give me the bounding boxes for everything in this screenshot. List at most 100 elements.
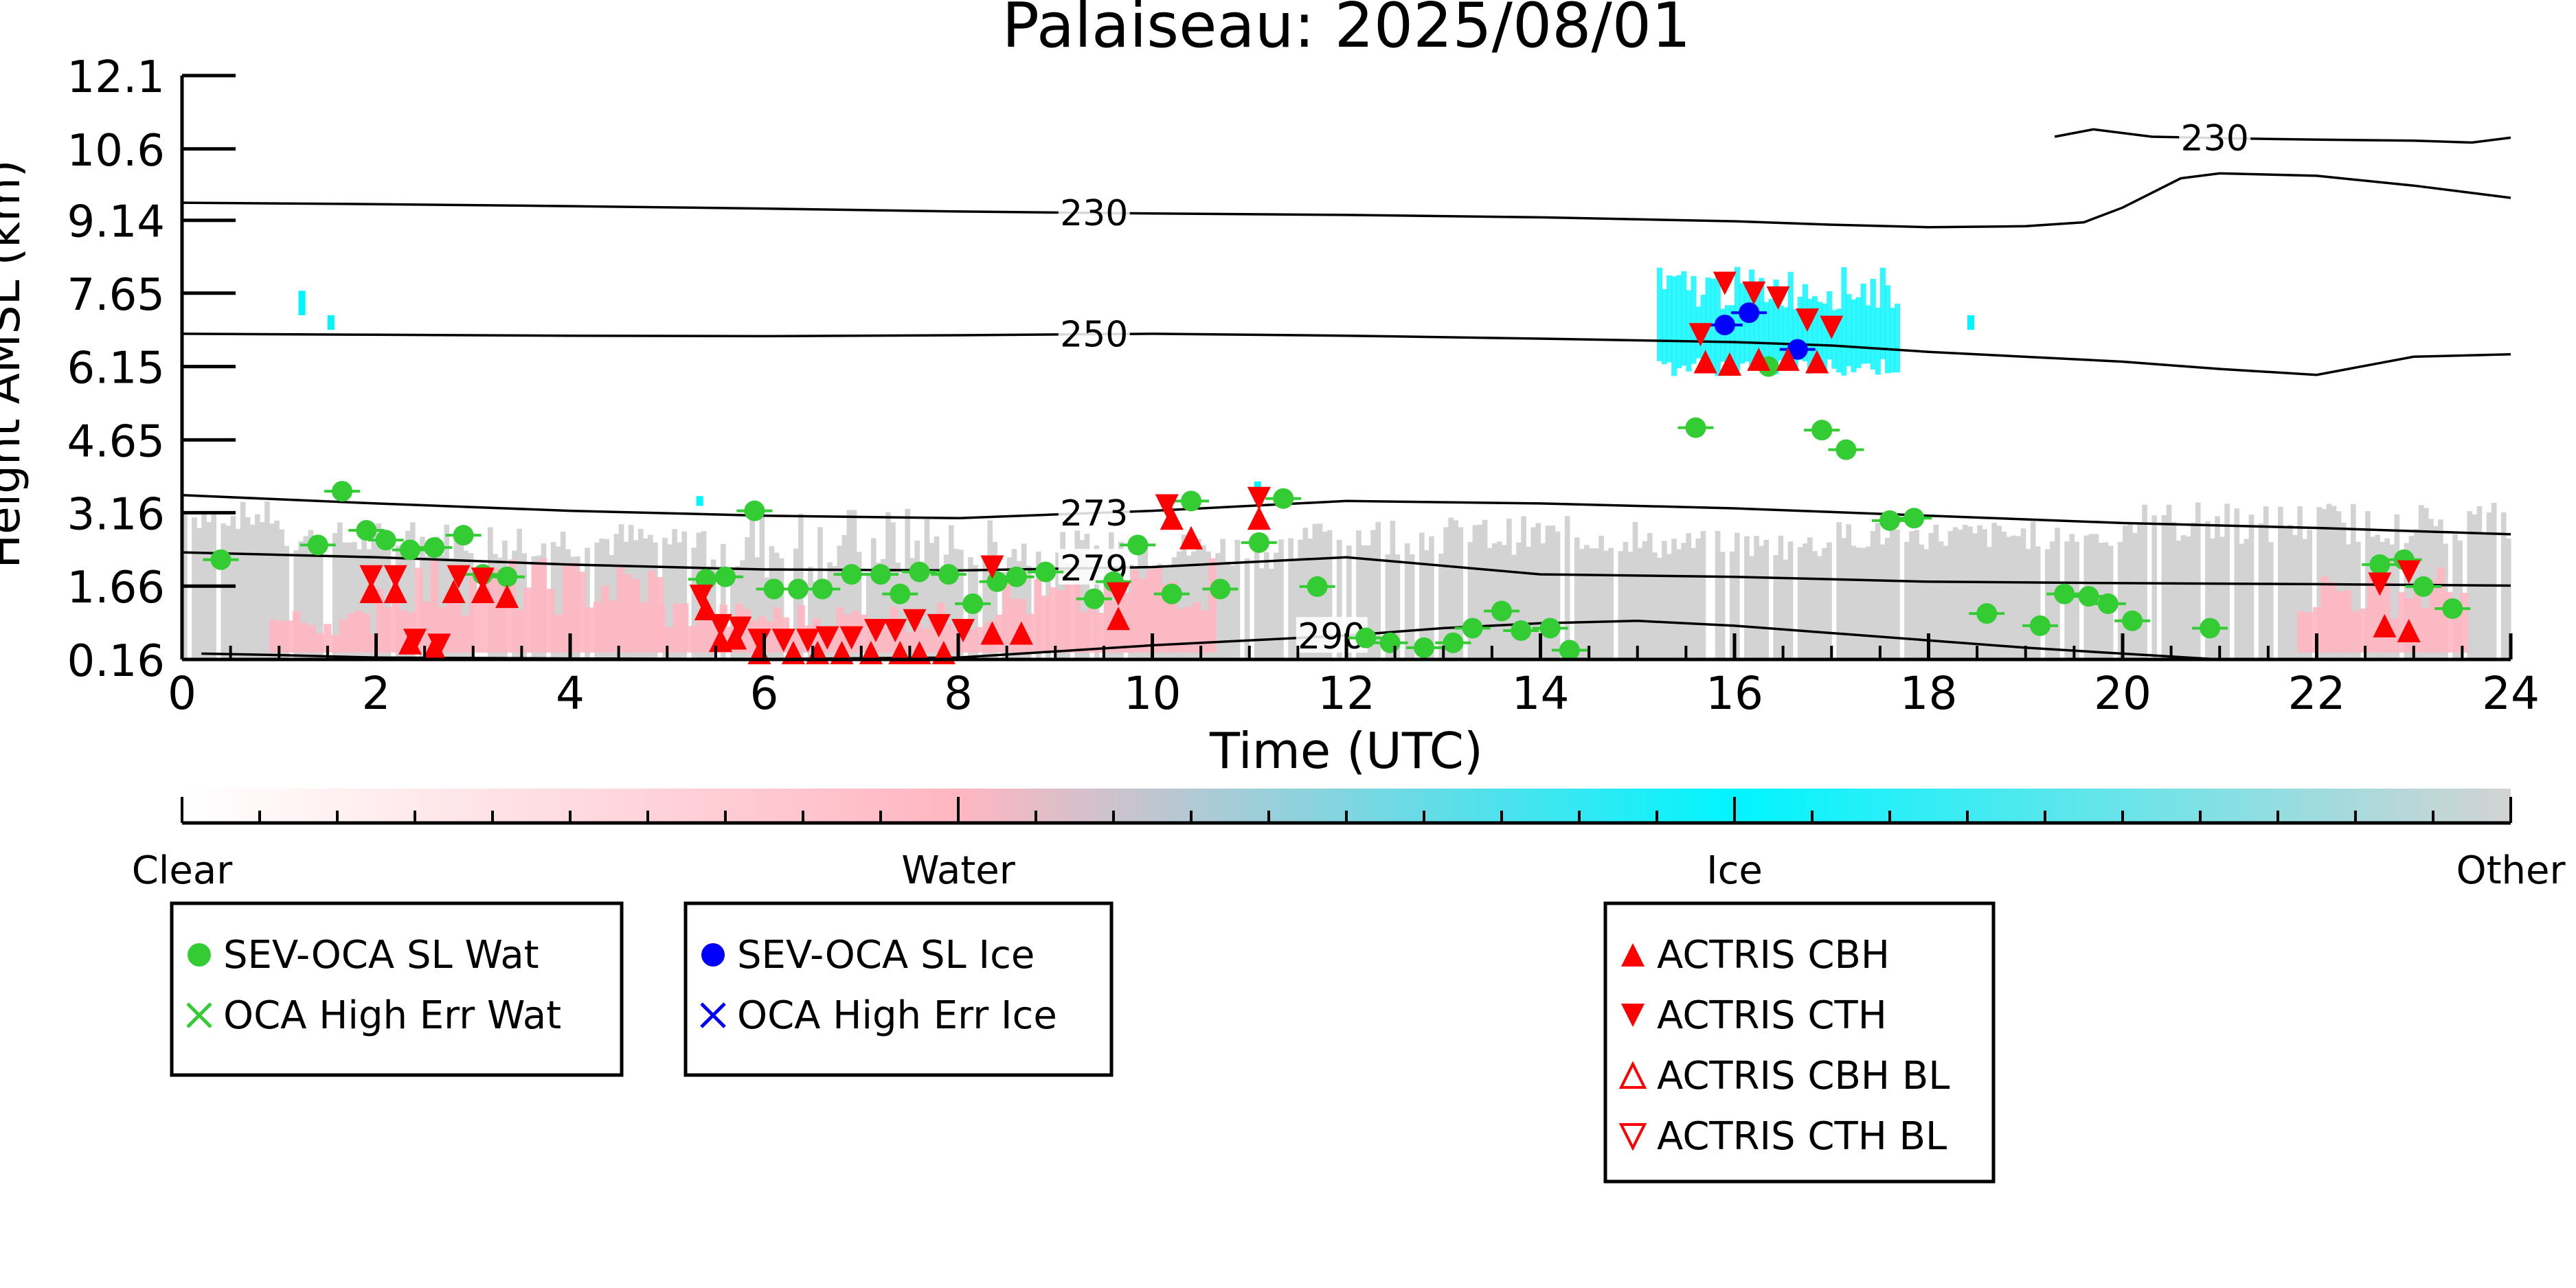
water-strip	[578, 572, 586, 653]
other-strip	[1550, 526, 1556, 659]
actris-cth-point	[427, 633, 451, 657]
other-strip	[1797, 547, 1803, 659]
legend-frame	[1603, 901, 1996, 1184]
other-strip	[1841, 538, 1847, 659]
contour-label: 273	[1060, 493, 1128, 534]
other-strip	[1201, 545, 1206, 659]
actris-cth-point	[708, 613, 732, 637]
other-strip	[2074, 541, 2080, 659]
sev-oca-sl-wat-point	[2442, 598, 2463, 619]
other-strip	[1603, 550, 1609, 659]
other-strip	[1326, 530, 1333, 659]
sev-oca-sl-wat-point	[1035, 561, 1057, 583]
other-strip	[2161, 515, 2167, 659]
other-strip	[681, 531, 688, 659]
other-strip	[1234, 539, 1241, 659]
other-strip	[1356, 530, 1362, 659]
water-strip	[399, 609, 407, 653]
other-strip	[1394, 554, 1401, 659]
sev-oca-sl-wat-point	[2369, 554, 2391, 575]
contour-label: 230	[2181, 118, 2249, 159]
actris-cbh-point	[1247, 506, 1271, 530]
sev-oca-sl-wat-point	[1127, 534, 1149, 556]
other-strip	[1627, 552, 1634, 659]
other-strip	[1225, 561, 1231, 659]
water-strip	[1146, 569, 1155, 653]
water-strip	[370, 633, 379, 653]
actris-cth-point	[771, 629, 795, 653]
other-strip	[409, 522, 416, 659]
other-strip	[342, 542, 348, 659]
other-strip	[2505, 539, 2511, 659]
other-strip	[769, 546, 775, 659]
other-strip	[1361, 545, 1366, 659]
other-strip	[284, 545, 289, 659]
other-strip	[943, 554, 949, 659]
other-strip	[1419, 532, 1425, 659]
water-strip	[300, 622, 308, 653]
other-strip	[2224, 504, 2230, 659]
legend-marker	[700, 1002, 726, 1028]
water-strip	[2328, 582, 2336, 653]
other-strip	[1274, 552, 1279, 659]
water-strip	[703, 608, 712, 653]
other-strip	[1807, 537, 1813, 659]
water-strip	[2421, 607, 2430, 653]
other-strip	[352, 542, 357, 659]
other-strip	[1307, 539, 1313, 659]
other-strip	[1594, 548, 1599, 659]
other-strip	[1996, 526, 2002, 659]
other-strip	[1429, 536, 1434, 659]
legend-label: OCA High Err Ice	[737, 993, 1057, 1038]
x-stroke	[700, 1002, 726, 1028]
water-strip	[2359, 608, 2367, 653]
other-strip	[1827, 542, 1832, 659]
other-strip	[1695, 538, 1702, 659]
sev-oca-sl-wat-point	[399, 539, 420, 561]
legend-marker	[188, 943, 211, 967]
sev-oca-sl-wat-point	[1083, 588, 1105, 609]
other-strip	[332, 532, 338, 659]
other-strip	[745, 537, 750, 659]
actris-cth-point	[883, 618, 907, 642]
other-strip	[856, 552, 862, 659]
water-strip	[1080, 611, 1089, 653]
other-strip	[730, 569, 736, 659]
other-strip	[1802, 543, 1808, 659]
x-tick-label: 24	[2482, 667, 2540, 720]
other-strip	[1938, 541, 1944, 659]
other-strip	[1647, 532, 1653, 659]
contour-label-bg	[1296, 617, 1368, 653]
other-strip	[2001, 531, 2007, 659]
water-strip	[1162, 583, 1170, 653]
water-strip	[960, 628, 969, 653]
actris-cbh-point	[2397, 618, 2421, 642]
actris-cth-point	[1766, 286, 1790, 310]
sev-oca-sl-wat-point	[1273, 488, 1294, 509]
other-strip	[1555, 531, 1561, 659]
actris-cbh-point	[1693, 350, 1717, 374]
legend-box-2: SEV-OCA SL Ice OCA High Err Ice	[683, 901, 1114, 1077]
water-strip	[1057, 590, 1065, 653]
actris-cbh-point	[383, 580, 407, 604]
sev-oca-sl-wat-point	[890, 583, 911, 605]
other-strip	[1773, 554, 1779, 659]
water-strip	[484, 568, 493, 653]
other-strip	[691, 547, 697, 659]
water-strip	[415, 567, 423, 653]
other-strip	[1540, 543, 1546, 659]
other-strip	[1302, 528, 1309, 659]
sev-oca-sl-wat-point	[1355, 627, 1377, 648]
other-strip	[2239, 543, 2245, 659]
other-strip	[1967, 526, 1973, 659]
water-strip	[624, 574, 633, 653]
other-strip	[1467, 542, 1473, 659]
other-strip	[2151, 515, 2158, 659]
water-strip	[2336, 591, 2345, 653]
other-strip	[1879, 544, 1886, 659]
other-strip	[1491, 543, 1498, 659]
water-strip	[392, 580, 400, 653]
sev-oca-sl-wat-point	[1307, 576, 1328, 597]
water-strip	[609, 600, 617, 653]
other-strip	[2215, 516, 2220, 659]
